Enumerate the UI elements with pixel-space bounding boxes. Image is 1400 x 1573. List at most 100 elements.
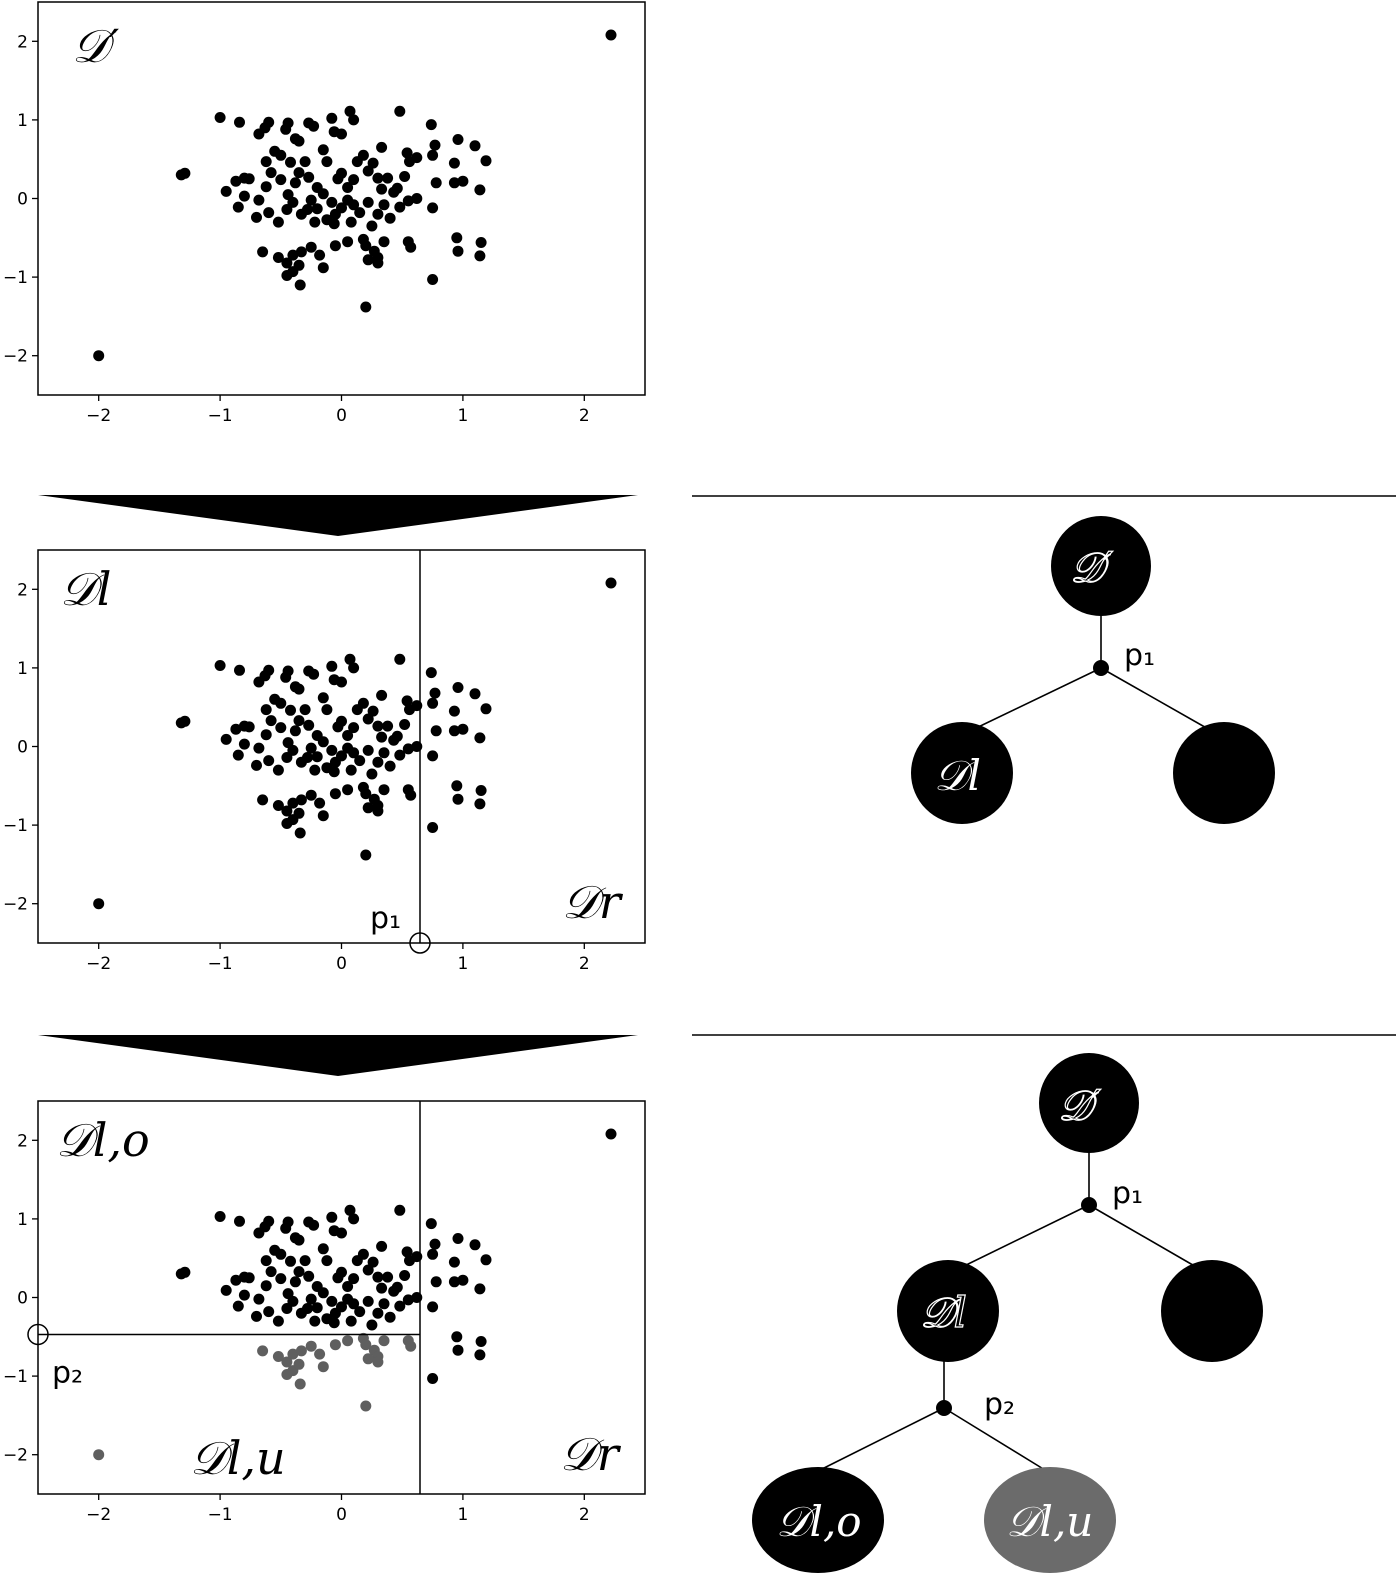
data-point (457, 175, 469, 187)
split-node-label-p1: p₁ (1112, 1176, 1143, 1211)
data-point (475, 785, 487, 796)
data-point (259, 1221, 271, 1233)
data-point (357, 149, 369, 161)
y-tick-label: −2 (3, 1446, 28, 1466)
x-tick-label: −2 (86, 1505, 111, 1525)
data-point (294, 827, 306, 839)
data-point (317, 262, 329, 274)
data-point (275, 1273, 287, 1285)
data-point (251, 759, 262, 771)
tree-node-left-2 (752, 1467, 884, 1573)
data-point (293, 1234, 305, 1246)
data-point (357, 697, 369, 709)
data-point (348, 662, 360, 674)
data-point (391, 182, 403, 194)
data-point (272, 216, 284, 228)
data-point (253, 194, 265, 206)
data-point (287, 196, 299, 208)
data-point (272, 800, 284, 811)
data-point (474, 1283, 486, 1295)
data-point (367, 157, 379, 169)
data-point (326, 744, 338, 756)
data-point (93, 898, 105, 910)
x-tick-label: −2 (86, 954, 111, 974)
data-point (402, 743, 414, 755)
data-point (287, 1348, 299, 1360)
data-point (260, 1280, 272, 1292)
data-point (257, 246, 269, 258)
data-point (305, 1293, 317, 1305)
data-point (427, 697, 439, 709)
data-point (469, 1239, 481, 1251)
data-point (376, 1240, 388, 1252)
data-point (362, 1264, 374, 1276)
data-point (232, 1300, 244, 1312)
data-point (372, 172, 384, 184)
y-tick-label: 0 (17, 738, 28, 758)
y-tick-label: 1 (17, 659, 28, 679)
data-point (295, 794, 307, 806)
data-point (311, 751, 323, 763)
data-point (401, 1246, 413, 1258)
data-point (362, 744, 374, 756)
data-point (260, 704, 272, 716)
y-tick-label: −1 (3, 268, 28, 288)
data-point (214, 1211, 226, 1222)
data-point (427, 274, 439, 285)
data-point (179, 1266, 191, 1278)
data-point (342, 1281, 354, 1292)
data-point (342, 194, 354, 206)
x-tick-label: 1 (457, 1505, 468, 1525)
tree-node-right (1161, 1260, 1263, 1362)
split-node-p1 (1093, 660, 1109, 676)
data-point (230, 1274, 242, 1286)
tree-diagram-1: 𝒟′ p₁ 𝒟l (911, 516, 1275, 824)
data-point (372, 1271, 384, 1283)
data-point (342, 742, 354, 754)
data-point (448, 1256, 460, 1268)
tree-edge (1100, 667, 1211, 731)
data-point (329, 240, 341, 252)
data-point (605, 1128, 617, 1140)
data-point (344, 653, 356, 665)
data-point (308, 120, 320, 132)
tree-edge (819, 1407, 945, 1471)
tree-node-left-2-label: 𝒟l,o (776, 1497, 862, 1546)
data-point (289, 177, 301, 189)
data-point (179, 167, 191, 179)
data-point (452, 793, 464, 805)
data-point (253, 742, 265, 754)
data-point (344, 105, 356, 117)
data-point (405, 789, 417, 801)
data-point (305, 241, 317, 253)
data-point (253, 1293, 265, 1305)
region-label-d-r: 𝒟r (560, 1427, 622, 1481)
data-point (401, 695, 413, 707)
data-point (429, 139, 441, 151)
axis-ticks: −2 −1 0 1 2 −2 −1 0 1 2 (3, 1131, 590, 1525)
data-point (260, 156, 272, 168)
x-tick-label: 0 (336, 954, 347, 974)
data-point (289, 1276, 301, 1288)
data-point (452, 1344, 464, 1356)
data-point (234, 116, 245, 128)
split-marker-p2 (27, 1323, 49, 1346)
plot-frame (37, 1, 646, 396)
data-point (299, 704, 311, 716)
data-point (427, 750, 439, 762)
data-point (366, 768, 378, 780)
data-point (275, 149, 287, 161)
data-point (234, 664, 245, 676)
data-point (317, 1243, 329, 1255)
data-point (448, 157, 460, 169)
y-tick-label: 2 (17, 32, 28, 52)
split-node-p1 (1081, 1197, 1097, 1213)
data-point (411, 152, 423, 164)
data-point (305, 742, 317, 754)
data-point (251, 211, 262, 223)
data-point (474, 250, 486, 262)
data-point (272, 764, 284, 776)
y-tick-label: 1 (17, 111, 28, 131)
data-point (452, 245, 464, 257)
